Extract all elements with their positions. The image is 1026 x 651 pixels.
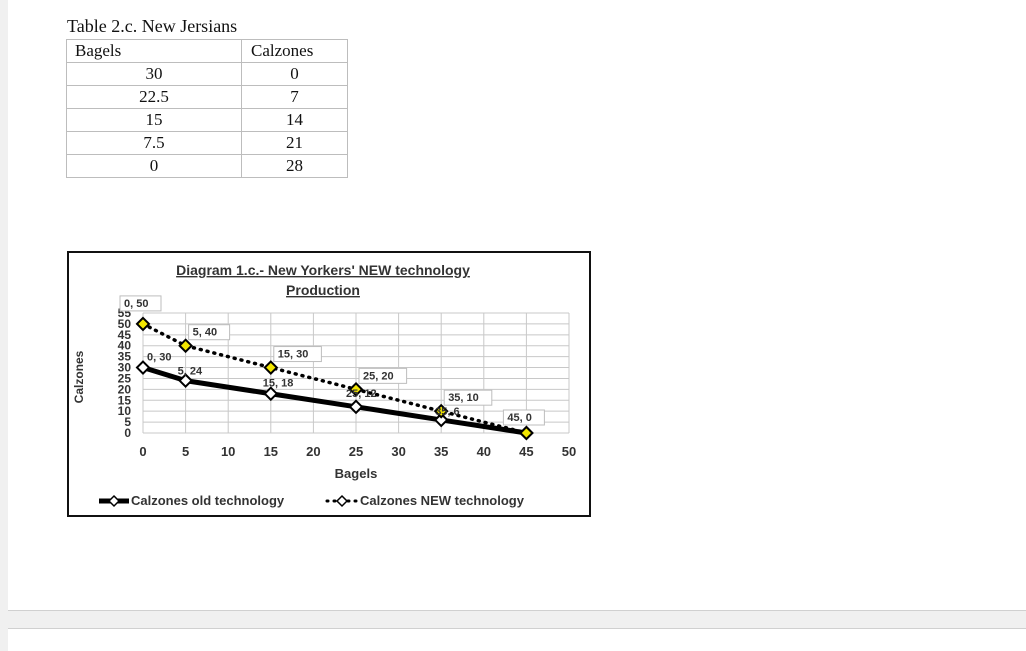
data-label-new-technology: 25, 20 [363,370,394,382]
marker-old-technology [135,360,151,375]
table-cell: 15 [66,108,242,132]
chart-title-line2: Production [286,282,360,298]
data-labels: 0, 30 5, 24 15, 18 25, 12 35, 6 0, 50 5, 40 15,… [119,295,545,426]
x-tick-label: 25 [349,444,363,459]
legend-label-new-technology: Calzones NEW technology [360,493,525,508]
x-tick-label: 5 [182,444,189,459]
axis-ticks: 0 5 10 15 20 25 30 35 40 45 5005101520253035404550… [118,306,577,459]
y-tick-label: 5 [124,415,131,429]
table-cell: 14 [241,108,348,132]
marker-new-technology [518,425,534,441]
y-tick-label: 10 [118,404,132,418]
legend-label-old-technology: Calzones old technology [131,493,285,508]
data-label-box [358,367,408,384]
table-row: 30 0 [66,62,348,86]
x-tick-label: 45 [519,444,533,459]
x-tick-label: 10 [221,444,235,459]
data-label-new-technology: 0, 50 [124,298,148,310]
data-label-new-technology: 5, 40 [193,327,217,339]
marker-new-technology [348,381,364,397]
marker-old-technology [263,386,279,402]
table-header-calzones: Calzones [241,39,348,63]
x-tick-label: 15 [264,444,278,459]
data-label-old-technology: 25, 12 [346,388,377,400]
y-tick-label: 40 [118,339,132,353]
marker-new-technology [263,360,279,375]
table-caption: Table 2.c. New Jersians [67,16,238,36]
marker-new-technology [178,338,194,354]
table-cell: 7.5 [66,131,242,155]
x-tick-label: 50 [562,444,576,459]
table-header-bagels: Bagels [66,39,242,63]
table-cell: 0 [66,154,242,178]
x-tick-label: 35 [434,444,448,459]
data-label-old-technology: 35, 6 [435,406,459,418]
x-axis-label: Bagels [335,466,378,481]
data-label-old-technology: 5, 24 [178,366,203,378]
y-axis-label: Calzones [72,350,86,403]
y-tick-label: 25 [118,371,132,385]
x-tick-label: 40 [477,444,491,459]
marker-old-technology [178,373,194,389]
chart-frame: Diagram 1.c.- New Yorkers' NEW technolog… [67,251,591,517]
data-label-old-technology: 0, 30 [147,352,171,364]
y-tick-label: 15 [118,393,132,407]
table-row: 15 14 [66,108,348,132]
x-tick-label: 20 [306,444,320,459]
y-tick-label: 0 [124,426,131,440]
marker-new-technology [135,316,151,332]
data-label-box [119,295,162,312]
y-tick-label: 35 [118,350,132,364]
data-label-new-technology: 15, 30 [278,349,309,361]
chart-series [135,316,534,441]
chart-title-line1: Diagram 1.c.- New Yorkers' NEW technolog… [176,262,470,278]
table-cell: 22.5 [66,85,242,109]
y-tick-label: 50 [118,317,132,331]
series-line-old-technology [142,365,527,436]
production-chart: Diagram 1.c.- New Yorkers' NEW technolog… [72,262,577,508]
table-cell: 0 [241,62,348,86]
data-label-old-technology: 15, 18 [263,378,294,390]
x-tick-label: 0 [139,444,146,459]
data-label-box [502,409,545,426]
x-tick-label: 30 [391,444,405,459]
y-tick-label: 30 [118,361,132,375]
marker-new-technology [433,403,449,419]
marker-old-technology [348,399,364,415]
data-table: Bagels Calzones 30 0 22.5 7 15 14 7.5 21… [66,39,348,178]
table-cell: 30 [66,62,242,86]
data-label-new-technology: 35, 10 [448,392,479,404]
y-tick-label: 20 [118,382,132,396]
legend-marker-old-technology [107,494,121,508]
table-cell: 28 [241,154,348,178]
table-row: 7.5 21 [66,131,348,155]
legend-marker-new-technology [335,494,349,508]
marker-old-technology [433,412,449,428]
table-header-row: Bagels Calzones [66,39,348,63]
data-label-box [273,346,322,363]
y-tick-label: 45 [118,328,132,342]
table-row: 0 28 [66,154,348,178]
data-label-new-technology: 45, 0 [507,412,531,424]
data-label-box [188,324,231,341]
data-label-box [443,389,493,406]
chart-legend: Calzones old technology Calzones NEW tech… [99,493,525,508]
table-row: 22.5 7 [66,85,348,109]
table-cell: 21 [241,131,348,155]
table-cell: 7 [241,85,348,109]
next-document-page [8,628,1026,651]
